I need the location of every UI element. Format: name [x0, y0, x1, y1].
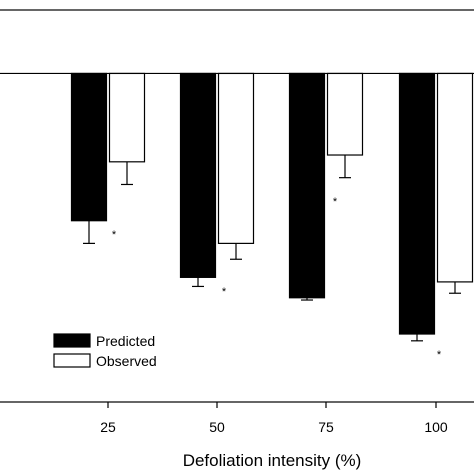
x-axis-title: Defoliation intensity (%) [183, 451, 362, 470]
bar-predicted-50 [179, 72, 217, 278]
significance-mark-100: * [437, 349, 442, 361]
legend-label-observed: Observed [96, 353, 157, 369]
bar-predicted-100 [398, 72, 436, 335]
plot-frame [0, 9, 474, 403]
x-tick-label-100: 100 [424, 419, 448, 435]
significance-mark-50: * [222, 286, 227, 298]
legend-swatch-observed [53, 353, 91, 368]
bar-predicted-75 [288, 72, 326, 299]
bar-observed-50 [217, 72, 255, 244]
x-tick-label-50: 50 [209, 419, 225, 435]
bar-observed-75 [326, 72, 364, 156]
legend-label-predicted: Predicted [96, 333, 155, 349]
legend-swatch-predicted [53, 333, 91, 348]
bar-observed-25 [108, 72, 146, 163]
bar-predicted-25 [70, 72, 108, 222]
x-tick-label-25: 25 [100, 419, 116, 435]
x-tick-label-75: 75 [318, 419, 334, 435]
bar-observed-100 [436, 72, 474, 283]
significance-mark-25: * [112, 229, 117, 241]
significance-mark-75: * [333, 196, 338, 208]
